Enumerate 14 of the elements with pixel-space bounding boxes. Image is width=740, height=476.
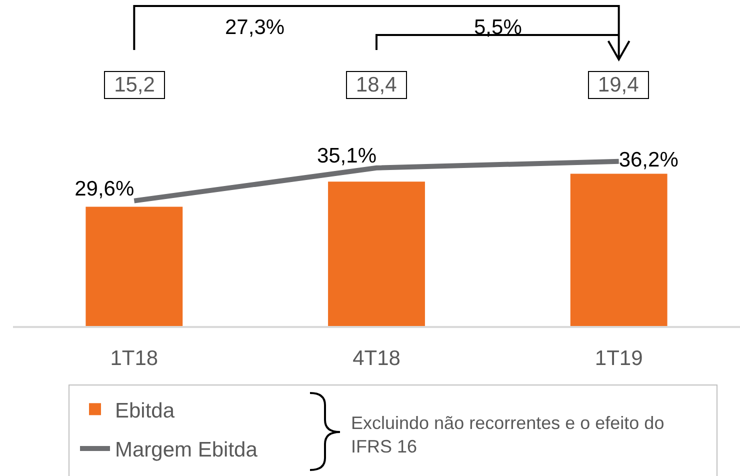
x-tick-label: 1T19 [594, 346, 643, 370]
data-label: 36,2% [618, 148, 678, 172]
data-label: 18,4 [356, 74, 398, 96]
data-label: 35,1% [316, 144, 376, 168]
legend-label: Margem Ebitda [115, 438, 258, 462]
text: 5,5% [474, 16, 522, 39]
text: 27,3% [225, 16, 285, 39]
x-tick-label: 4T18 [352, 346, 400, 370]
data-label: 15,2 [114, 74, 155, 96]
legend-label: Ebitda [115, 399, 175, 422]
data-label: 29,6% [74, 178, 134, 201]
text: Excluindo não recorrentes e o efeito do IFRS 16 [351, 413, 664, 456]
data-label: 19,4 [598, 74, 640, 96]
x-tick-label: 1T18 [110, 346, 158, 370]
